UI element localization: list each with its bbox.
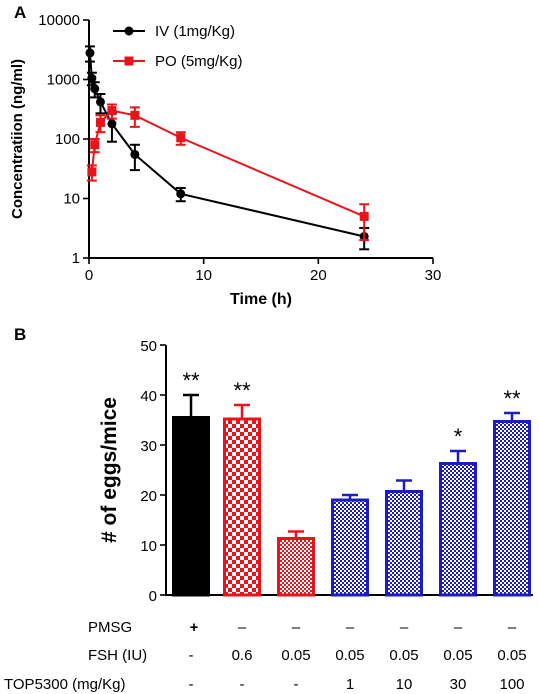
y-tick-label: 100 [55,131,80,148]
condition-label: PMSG [88,619,132,636]
condition-value: - [189,676,194,693]
bar [385,490,423,597]
bar [277,537,315,597]
condition-value: - [189,647,194,664]
panel-a-series [84,45,370,251]
legend-marker-iv [124,26,134,36]
condition-value: – [292,619,301,636]
y-tick-label: 1 [72,250,80,267]
y-tick-label: 0 [149,588,157,605]
significance-label: ** [182,368,200,393]
y-tick-label: 40 [140,388,157,405]
data-point [130,110,140,120]
y-tick-label: 50 [140,338,157,355]
y-tick-label: 30 [140,438,157,455]
condition-value: 0.6 [232,647,253,664]
condition-label: FSH (IU) [88,647,147,664]
condition-value: – [400,619,409,636]
panel-a-x-axis-label: Time (h) [230,291,292,308]
panel-b-significance: ** ***** [182,368,521,449]
condition-value: 0.05 [281,647,310,664]
condition-value: 0.05 [443,647,472,664]
legend-label-po: PO (5mg/Kg) [155,53,243,70]
condition-label: TOP5300 (mg/Kg) [4,676,125,693]
data-point [130,149,140,159]
bar [439,462,477,597]
bar-group [223,403,261,597]
condition-value: - [294,676,299,693]
bar-group [439,449,477,597]
x-tick-label: 0 [85,267,93,284]
series-iv [84,45,370,251]
data-point [95,117,105,127]
data-point [87,167,97,177]
panel-a-legend: IV (1mg/Kg) PO (5mg/Kg) [113,23,243,70]
panel-b-condition-table: PMSG + – – – – – – FSH (IU) - 0.6 0.05 0.05 0.05 0.05 0… [4,619,527,693]
condition-value: 30 [450,676,467,693]
y-tick-label: 10000 [38,12,80,29]
data-point [107,119,117,129]
data-point [359,211,369,221]
condition-value: 0.05 [497,647,526,664]
x-tick-label: 30 [425,267,442,284]
legend-marker-po [124,56,134,66]
bar [493,420,531,597]
panel-b-bars [172,393,531,597]
data-point [85,48,95,58]
legend-label-iv: IV (1mg/Kg) [155,23,235,40]
bar [223,417,261,597]
data-point [87,73,97,83]
panel-a-y-ticks: 1 10 100 1000 10000 [38,12,89,267]
bar [331,498,369,597]
bar-group [172,393,210,597]
condition-row: TOP5300 (mg/Kg) - - - 1 10 30 100 [4,676,525,693]
series-po [86,103,370,242]
condition-value: - [240,676,245,693]
y-tick-label: 1000 [47,72,80,89]
bar [172,416,210,597]
significance-label: ** [503,386,521,411]
data-point [176,189,186,199]
data-point [176,133,186,143]
significance-label: ** [233,378,251,403]
x-tick-label: 20 [310,267,327,284]
condition-value: 100 [499,676,524,693]
condition-value: 0.05 [335,647,364,664]
bar-group [277,530,315,597]
y-tick-label: 10 [63,191,80,208]
data-point [90,84,100,94]
panel-b-y-axis-label: # of eggs/mice [98,397,121,543]
condition-value: 1 [346,676,354,693]
significance-label: * [454,424,463,449]
panel-a: A 1 10 100 1000 10000 0 10 20 30 Concentratiion… [9,3,441,308]
bar-group [493,411,531,597]
condition-value: – [508,619,517,636]
condition-row: FSH (IU) - 0.6 0.05 0.05 0.05 0.05 0.05 [88,647,527,664]
condition-value: – [454,619,463,636]
panel-a-y-axis-label: Concentratiion (ng/ml) [9,59,26,219]
panel-a-x-ticks: 0 10 20 30 [85,258,442,284]
panel-b-label: B [14,325,26,344]
data-point [95,97,105,107]
panel-a-label: A [14,3,26,22]
y-tick-label: 20 [140,488,157,505]
data-point [107,106,117,116]
bar-group [385,479,423,597]
condition-row: PMSG + – – – – – – [88,619,517,636]
data-point [90,140,100,150]
panel-b-y-ticks: 0 10 20 30 40 50 [140,338,166,605]
condition-value: – [238,619,247,636]
condition-value: 10 [396,676,413,693]
bar-group [331,493,369,597]
panel-a-axes [88,20,433,259]
condition-value: – [346,619,355,636]
condition-value: 0.05 [389,647,418,664]
y-tick-label: 10 [140,538,157,555]
condition-value: + [190,619,199,636]
x-tick-label: 10 [195,267,212,284]
